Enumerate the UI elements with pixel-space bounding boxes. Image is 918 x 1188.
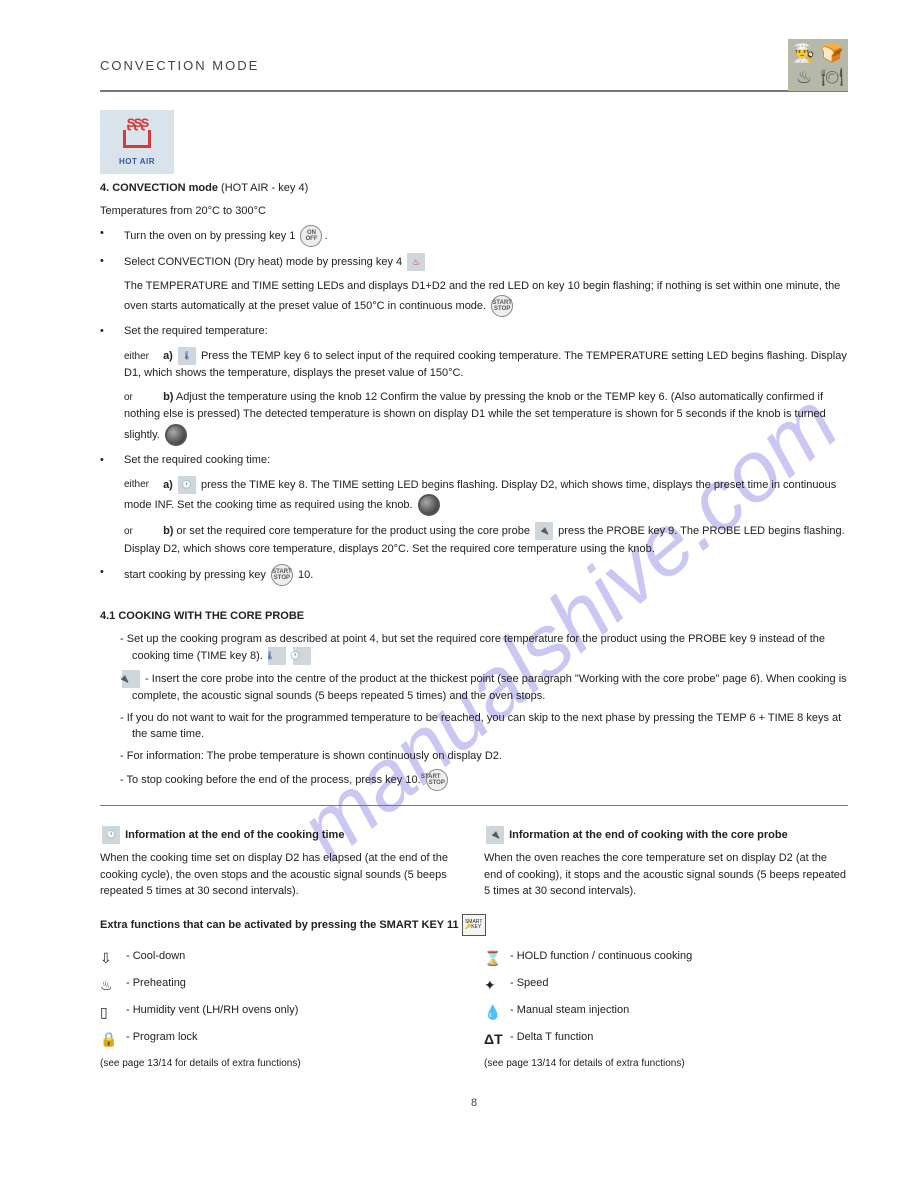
- probe-key-icon: 🔌: [486, 826, 504, 844]
- knob-icon: [165, 424, 187, 446]
- probe-instructions: - Set up the cooking program as describe…: [100, 631, 848, 792]
- detail-row: or b) Adjust the temperature using the k…: [100, 389, 848, 446]
- hot-air-key-icon: ♨: [407, 253, 425, 271]
- steam-inject-icon: 💧: [484, 1002, 510, 1023]
- speed-icon: ✦: [484, 975, 510, 996]
- step-row: • Set the required temperature:: [100, 323, 848, 341]
- temp-range: Temperatures from 20°C to 300°C: [100, 203, 848, 220]
- subsection-heading: 4.1 COOKING WITH THE CORE PROBE: [100, 608, 848, 625]
- steam-icon: ♨: [796, 68, 812, 86]
- temp-key-icon: 🌡: [178, 347, 196, 365]
- plate-icon: 🍽: [821, 68, 844, 86]
- detail-row: either a) 🌡 Press the TEMP key 6 to sele…: [100, 347, 848, 383]
- temp-key-icon: 🌡: [268, 647, 286, 665]
- probe-key-icon: 🔌: [535, 522, 553, 540]
- feature-row: ✦- Speed: [484, 975, 848, 996]
- time-key-icon: 🕐: [178, 476, 196, 494]
- feature-row: ▯- Humidity vent (LH/RH ovens only): [100, 1002, 464, 1023]
- section-rule: [100, 805, 848, 806]
- smart-key-icon: SMART🔑KEY: [462, 914, 486, 936]
- feature-row: 💧- Manual steam injection: [484, 1002, 848, 1023]
- start-stop-icon: STARTSTOP: [271, 564, 293, 586]
- header-title: CONVECTION MODE: [100, 58, 259, 73]
- feature-row: ⇩- Cool-down: [100, 948, 464, 969]
- start-stop-icon: STARTSTOP: [491, 295, 513, 317]
- step-row: • Select CONVECTION (Dry heat) mode by p…: [100, 253, 848, 272]
- hot-air-badge: ʂʂʂ HOT AIR: [100, 110, 174, 174]
- feature-row: ♨- Preheating: [100, 975, 464, 996]
- vent-icon: ▯: [100, 1002, 126, 1023]
- toast-icon: 🍞: [821, 44, 843, 62]
- hold-icon: ⌛: [484, 948, 510, 969]
- lock-icon: 🔒: [100, 1029, 126, 1050]
- features-columns: ⇩- Cool-down ♨- Preheating ▯- Humidity v…: [100, 942, 848, 1077]
- detail-row: or b) or set the required core temperatu…: [100, 522, 848, 558]
- cooldown-icon: ⇩: [100, 948, 126, 969]
- extra-header: Extra functions that can be activated by…: [100, 914, 848, 936]
- info-columns: 🕐 Information at the end of the cooking …: [100, 820, 848, 906]
- page-number: 8: [100, 1097, 848, 1109]
- section-heading: 4. CONVECTION mode (HOT AIR - key 4): [100, 180, 848, 197]
- header-icon-grid: 👨‍🍳 🍞 ♨ 🍽: [788, 39, 848, 91]
- hot-air-pot-icon: [123, 130, 151, 148]
- probe-key-icon: 🔌: [122, 670, 140, 688]
- knob-icon: [418, 494, 440, 516]
- hot-air-label: HOT AIR: [119, 157, 155, 166]
- delta-t-icon: ΔT: [484, 1029, 510, 1050]
- start-stop-icon: STARTSTOP: [426, 769, 448, 791]
- feature-row: ⌛- HOLD function / continuous cooking: [484, 948, 848, 969]
- step-row: • Turn the oven on by pressing key 1 ONO…: [100, 225, 848, 247]
- hot-air-waves-icon: ʂʂʂ: [127, 118, 148, 128]
- step-row: • Set the required cooking time:: [100, 452, 848, 470]
- time-key-icon: 🕐: [293, 647, 311, 665]
- preheating-icon: ♨: [100, 975, 126, 996]
- chef-hat-icon: 👨‍🍳: [793, 44, 815, 62]
- feature-row: ΔT- Delta T function: [484, 1029, 848, 1050]
- on-off-icon: ONOFF: [300, 225, 322, 247]
- time-key-icon: 🕐: [102, 826, 120, 844]
- header-rule: [100, 90, 848, 92]
- step-row: • start cooking by pressing key STARTSTO…: [100, 564, 848, 586]
- note-row: The TEMPERATURE and TIME setting LEDs an…: [100, 278, 848, 318]
- detail-row: either a) 🕐 press the TIME key 8. The TI…: [100, 476, 848, 517]
- feature-row: 🔒- Program lock: [100, 1029, 464, 1050]
- page-header: CONVECTION MODE 👨‍🍳 🍞 ♨ 🍽: [100, 40, 848, 90]
